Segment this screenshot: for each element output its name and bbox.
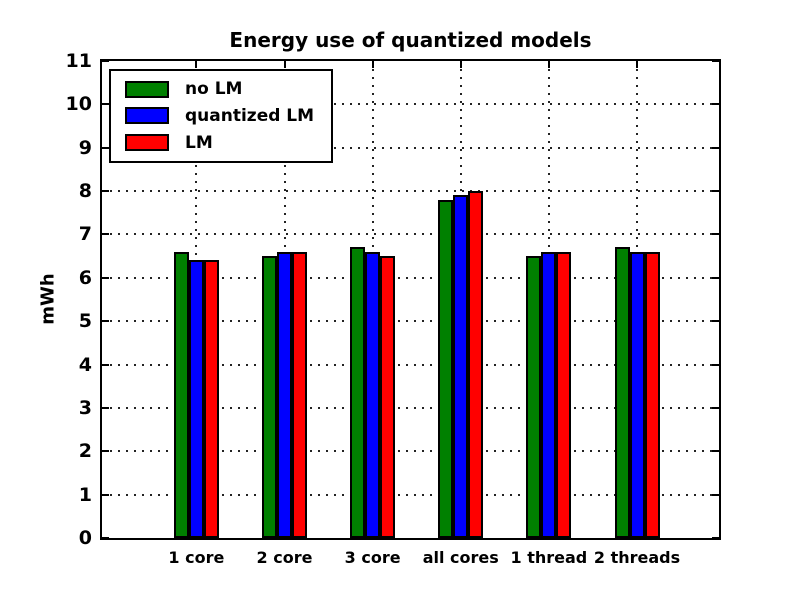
bar-1-core-lm	[203, 260, 219, 538]
ytick-label-5: 5	[78, 310, 92, 333]
bar-all-cores-quantized-lm	[453, 195, 469, 538]
xtick-top-all-cores	[459, 61, 462, 68]
ytick-right-10	[712, 103, 719, 106]
gridline-y-8	[102, 190, 719, 193]
xtick-top-1-core	[195, 61, 198, 68]
ytick-left-5	[102, 320, 109, 323]
gridline-y-1	[102, 493, 719, 496]
xtick-label-3-core: 3 core	[344, 548, 401, 567]
xtick-label-1-thread: 1 thread	[510, 548, 588, 567]
bar-2-core-no-lm	[262, 256, 278, 538]
ytick-right-2	[712, 450, 719, 453]
ytick-right-3	[712, 406, 719, 409]
bar-1-thread-no-lm	[526, 256, 542, 538]
plot-area	[100, 59, 721, 540]
gridline-y-2	[102, 450, 719, 453]
legend-item-no-lm: no LM	[125, 79, 331, 99]
bar-1-thread-lm	[556, 251, 572, 538]
ytick-right-0	[712, 537, 719, 539]
ytick-left-8	[102, 190, 109, 193]
ytick-left-9	[102, 146, 109, 149]
legend-label-lm: LM	[185, 132, 213, 153]
legend-swatch-lm	[125, 134, 169, 152]
chart-title: Energy use of quantized models	[229, 28, 592, 52]
ytick-right-6	[712, 276, 719, 279]
ytick-right-8	[712, 190, 719, 193]
bar-2-core-lm	[292, 251, 308, 538]
ytick-left-2	[102, 450, 109, 453]
ytick-right-5	[712, 320, 719, 323]
xtick-label-1-core: 1 core	[168, 548, 225, 567]
ytick-right-11	[712, 60, 719, 62]
xtick-top-2-core	[283, 61, 286, 68]
xtick-top-3-core	[371, 61, 374, 68]
ytick-right-9	[712, 146, 719, 149]
gridline-y-9	[102, 146, 719, 149]
bar-all-cores-lm	[468, 191, 484, 538]
gridline-y-7	[102, 233, 719, 236]
bar-2-threads-lm	[644, 251, 660, 538]
ytick-label-11: 11	[65, 50, 92, 72]
bar-2-threads-quantized-lm	[629, 251, 645, 538]
ytick-label-7: 7	[78, 223, 92, 246]
ytick-label-0: 0	[78, 527, 92, 549]
ytick-left-7	[102, 233, 109, 236]
ytick-right-7	[712, 233, 719, 236]
legend-item-quantized-lm: quantized LM	[125, 106, 331, 126]
bar-2-threads-no-lm	[614, 247, 630, 538]
legend-label-no-lm: no LM	[185, 79, 243, 100]
bar-3-core-lm	[380, 256, 396, 538]
bar-1-thread-quantized-lm	[541, 251, 557, 538]
gridline-y-10	[102, 103, 719, 106]
legend-label-quantized-lm: quantized LM	[185, 105, 315, 126]
bar-1-core-no-lm	[173, 251, 189, 538]
ytick-label-2: 2	[78, 440, 92, 463]
ytick-left-11	[102, 60, 109, 62]
ytick-right-1	[712, 493, 719, 496]
legend-item-lm: LM	[125, 133, 331, 153]
ytick-label-8: 8	[78, 180, 92, 203]
ytick-label-1: 1	[78, 483, 92, 506]
ytick-label-6: 6	[78, 266, 92, 289]
ytick-left-3	[102, 406, 109, 409]
xtick-label-all-cores: all cores	[422, 548, 499, 567]
ytick-label-3: 3	[78, 396, 92, 419]
gridline-y-6	[102, 276, 719, 279]
bar-3-core-no-lm	[350, 247, 366, 538]
xtick-label-2-core: 2 core	[256, 548, 313, 567]
xtick-top-2-threads	[636, 61, 639, 68]
ytick-label-10: 10	[65, 93, 92, 116]
ytick-label-9: 9	[78, 136, 92, 159]
ytick-left-1	[102, 493, 109, 496]
bar-1-core-quantized-lm	[188, 260, 204, 538]
legend-swatch-no-lm	[125, 80, 169, 98]
bar-3-core-quantized-lm	[365, 251, 381, 538]
ytick-label-4: 4	[78, 353, 92, 376]
ytick-left-4	[102, 363, 109, 366]
xtick-label-2-threads: 2 threads	[593, 548, 681, 567]
ytick-left-10	[102, 103, 109, 106]
bar-all-cores-no-lm	[438, 199, 454, 538]
legend: no LM quantized LM LM	[109, 69, 333, 163]
ytick-left-6	[102, 276, 109, 279]
gridline-y-5	[102, 320, 719, 323]
gridline-y-3	[102, 406, 719, 409]
legend-swatch-quantized-lm	[125, 107, 169, 125]
bar-2-core-quantized-lm	[277, 251, 293, 538]
ytick-left-0	[102, 537, 109, 539]
ytick-right-4	[712, 363, 719, 366]
gridline-y-4	[102, 363, 719, 366]
xtick-top-1-thread	[547, 61, 550, 68]
